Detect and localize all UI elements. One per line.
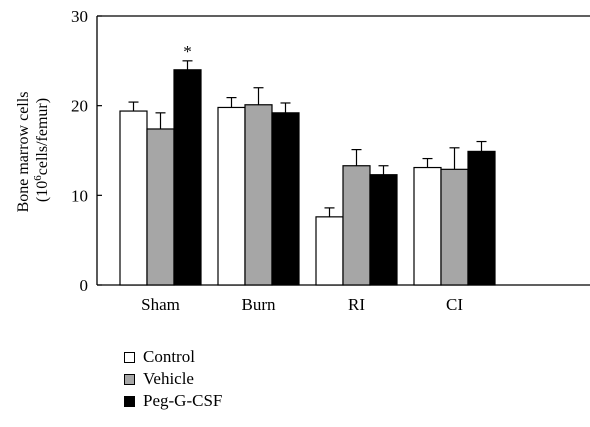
legend-swatch-peg-g-csf — [124, 395, 135, 407]
legend: Control Vehicle Peg-G-CSF — [124, 346, 222, 412]
legend-label-vehicle: Vehicle — [143, 369, 194, 388]
bar-ri-control — [315, 216, 344, 286]
legend-item-control: Control — [124, 346, 222, 368]
bar-ri-vehicle — [342, 165, 371, 286]
y-tick-label-20: 20 — [71, 97, 88, 116]
bar-ci-control — [413, 166, 442, 286]
legend-swatch-vehicle — [124, 373, 135, 385]
y-axis-label-line1: Bone marrow cells — [15, 92, 32, 213]
x-tick-label-ri: RI — [348, 295, 365, 314]
legend-item-peg-g-csf: Peg-G-CSF — [124, 390, 222, 412]
x-tick-label-burn: Burn — [242, 295, 277, 314]
plot-area: 0 10 20 30 Sham Burn RI CI * — [71, 7, 590, 314]
legend-label-control: Control — [143, 347, 195, 366]
bar-ci-peg-g-csf — [467, 150, 496, 286]
bar-sham-vehicle — [146, 128, 175, 286]
y-axis-label-superscript: 6 — [32, 175, 44, 181]
x-tick-label-ci: CI — [446, 295, 463, 314]
y-tick-label-10: 10 — [71, 186, 88, 205]
bar-burn-vehicle — [244, 104, 273, 286]
bar-burn-peg-g-csf — [271, 112, 300, 286]
y-tick-label-30: 30 — [71, 7, 88, 26]
bar-ci-vehicle — [440, 168, 469, 286]
y-tick-label-0: 0 — [80, 276, 89, 295]
significance-marker-sham-peg-g-csf: * — [183, 42, 192, 61]
y-axis-label-line2-suffix: cells/femur) — [34, 98, 51, 175]
legend-label-peg-g-csf: Peg-G-CSF — [143, 391, 223, 410]
bar-sham-control — [119, 110, 148, 286]
bar-burn-control — [217, 106, 246, 286]
x-tick-label-sham: Sham — [141, 295, 180, 314]
bar-ri-peg-g-csf — [369, 174, 398, 286]
legend-swatch-control — [124, 351, 135, 363]
y-axis-label: Bone marrow cells (106cells/femur) — [15, 88, 51, 213]
y-axis-label-line2-prefix: (10 — [34, 181, 51, 202]
bar-sham-peg-g-csf — [173, 69, 202, 286]
legend-item-vehicle: Vehicle — [124, 368, 222, 390]
